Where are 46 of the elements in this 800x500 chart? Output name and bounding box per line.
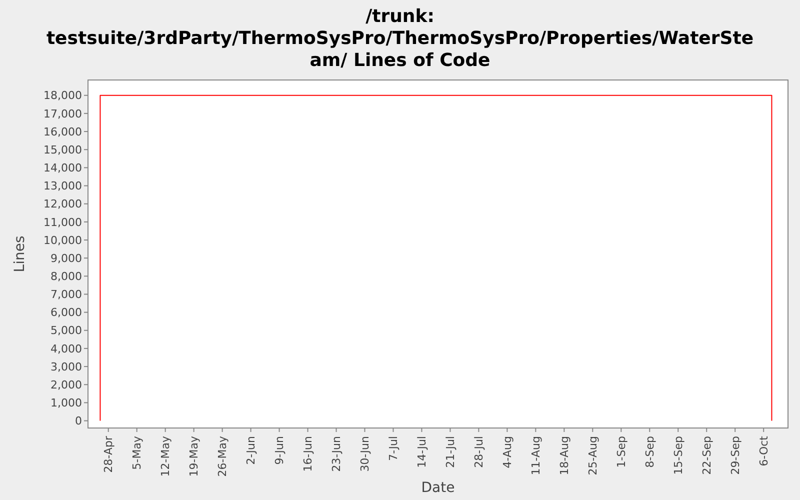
- y-tick-label: 6,000: [50, 306, 82, 320]
- x-tick-label: 18-Aug: [558, 436, 572, 476]
- x-tick-label: 29-Sep: [728, 436, 742, 475]
- y-tick-label: 3,000: [50, 360, 82, 374]
- y-tick-label: 11,000: [44, 216, 82, 229]
- y-tick-label: 16,000: [44, 125, 82, 138]
- y-tick-label: 13,000: [44, 180, 82, 193]
- y-tick-label: 12,000: [44, 198, 82, 211]
- x-tick-label: 26-May: [216, 436, 230, 477]
- x-tick-label: 4-Aug: [501, 436, 514, 468]
- x-tick-label: 12-May: [159, 436, 172, 477]
- x-tick-label: 8-Sep: [643, 436, 656, 468]
- y-tick-label: 18,000: [44, 89, 82, 102]
- y-tick-label: 0: [75, 414, 82, 428]
- y-tick-label: 15,000: [44, 143, 82, 156]
- x-tick-label: 16-Jun: [302, 436, 315, 472]
- x-tick-label: 28-Jul: [472, 436, 486, 468]
- y-tick-label: 7,000: [50, 288, 82, 302]
- y-axis-title: Lines: [12, 236, 28, 272]
- y-tick-label: 1,000: [50, 396, 82, 410]
- x-axis-title: Date: [421, 480, 455, 496]
- x-tick-label: 19-May: [188, 436, 201, 477]
- y-tick-label: 2,000: [50, 378, 82, 392]
- x-tick-label: 15-Sep: [672, 436, 685, 475]
- y-tick-label: 9,000: [50, 252, 82, 265]
- x-tick-label: 28-Apr: [102, 436, 116, 473]
- y-tick-label: 4,000: [50, 342, 82, 356]
- x-tick-label: 11-Aug: [530, 436, 543, 476]
- x-tick-label: 22-Sep: [700, 436, 714, 475]
- y-tick-label: 14,000: [44, 162, 82, 175]
- x-tick-label: 1-Sep: [614, 436, 628, 468]
- x-tick-label: 6-Oct: [757, 435, 770, 466]
- x-tick-label: 5-May: [130, 436, 144, 470]
- x-tick-label: 21-Jul: [444, 436, 458, 468]
- x-tick-label: 25-Aug: [586, 436, 600, 476]
- x-tick-label: 14-Jul: [416, 436, 429, 468]
- y-tick-label: 5,000: [50, 324, 82, 338]
- chart-title: /trunk: testsuite/3rdParty/ThermoSysPro/ThermoSysPro/Properties/WaterSteam/ Lines of Code: [46, 6, 754, 71]
- y-tick-label: 10,000: [44, 234, 82, 247]
- x-tick-label: 2-Jun: [244, 436, 258, 465]
- x-tick-label: 23-Jun: [330, 436, 344, 472]
- y-tick-label: 17,000: [44, 107, 82, 120]
- y-tick-label: 8,000: [50, 270, 82, 283]
- x-tick-label: 30-Jun: [358, 436, 372, 472]
- x-tick-label: 9-Jun: [273, 436, 286, 465]
- x-tick-label: 7-Jul: [387, 436, 400, 461]
